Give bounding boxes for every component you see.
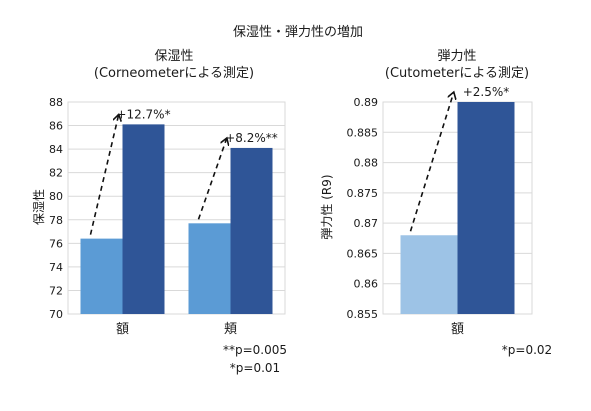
x-category-label: 額 [116, 322, 129, 337]
increase-label: +2.5%* [463, 85, 510, 99]
figure-title: 保湿性・弾力性の増加 [233, 25, 363, 40]
right-footnote: *p=0.02 [502, 343, 552, 357]
right-chart-subtitle: (Cutometerによる測定) [385, 66, 529, 81]
bar [188, 223, 231, 314]
y-tick-label: 0.885 [347, 126, 379, 139]
right-chart-title: 弾力性 [437, 49, 476, 64]
y-tick-label: 0.88 [354, 157, 379, 170]
increase-arrow [197, 139, 227, 220]
x-category-label: 額 [451, 322, 464, 337]
y-tick-label: 86 [49, 120, 63, 133]
bar [230, 147, 273, 314]
y-tick-label: 0.86 [354, 278, 379, 291]
y-tick-label: 84 [49, 143, 63, 156]
y-tick-label: 74 [49, 261, 63, 274]
bar [80, 238, 123, 314]
left-footnote-1: **p=0.005 [223, 343, 287, 357]
right-y-axis-title: 弾力性 (R9) [320, 174, 334, 239]
y-tick-label: 80 [49, 190, 63, 203]
y-tick-label: 0.855 [347, 308, 379, 321]
bar [400, 235, 458, 314]
right-chart: 0.855 0.86 0.865 0.87 0.875 0.88 0.885 0.89 額 +2.… [347, 85, 533, 337]
left-chart-title: 保湿性 [154, 49, 193, 64]
x-category-label: 頬 [224, 322, 237, 337]
left-chart: 70 72 74 76 78 80 82 84 86 88 額 頬 +12.7%* +8.2%** [49, 96, 286, 337]
y-tick-label: 72 [49, 284, 63, 297]
increase-arrow [89, 115, 119, 235]
y-tick-label: 78 [49, 214, 63, 227]
increase-label: +12.7%* [116, 107, 170, 121]
bar [457, 102, 515, 314]
left-y-axis-title: 保湿性 [31, 189, 46, 225]
y-tick-label: 70 [49, 308, 63, 321]
y-tick-label: 0.865 [347, 247, 379, 260]
y-tick-label: 0.875 [347, 187, 379, 200]
increase-label: +8.2%** [225, 131, 278, 145]
left-chart-subtitle: (Corneometerによる測定) [94, 66, 254, 81]
y-tick-label: 76 [49, 237, 63, 250]
bar [122, 124, 165, 314]
increase-arrow [409, 93, 454, 232]
y-tick-label: 88 [49, 96, 63, 109]
left-footnote-2: *p=0.01 [230, 361, 280, 375]
y-tick-label: 82 [49, 167, 63, 180]
y-tick-label: 0.87 [354, 217, 379, 230]
y-tick-label: 0.89 [354, 96, 379, 109]
